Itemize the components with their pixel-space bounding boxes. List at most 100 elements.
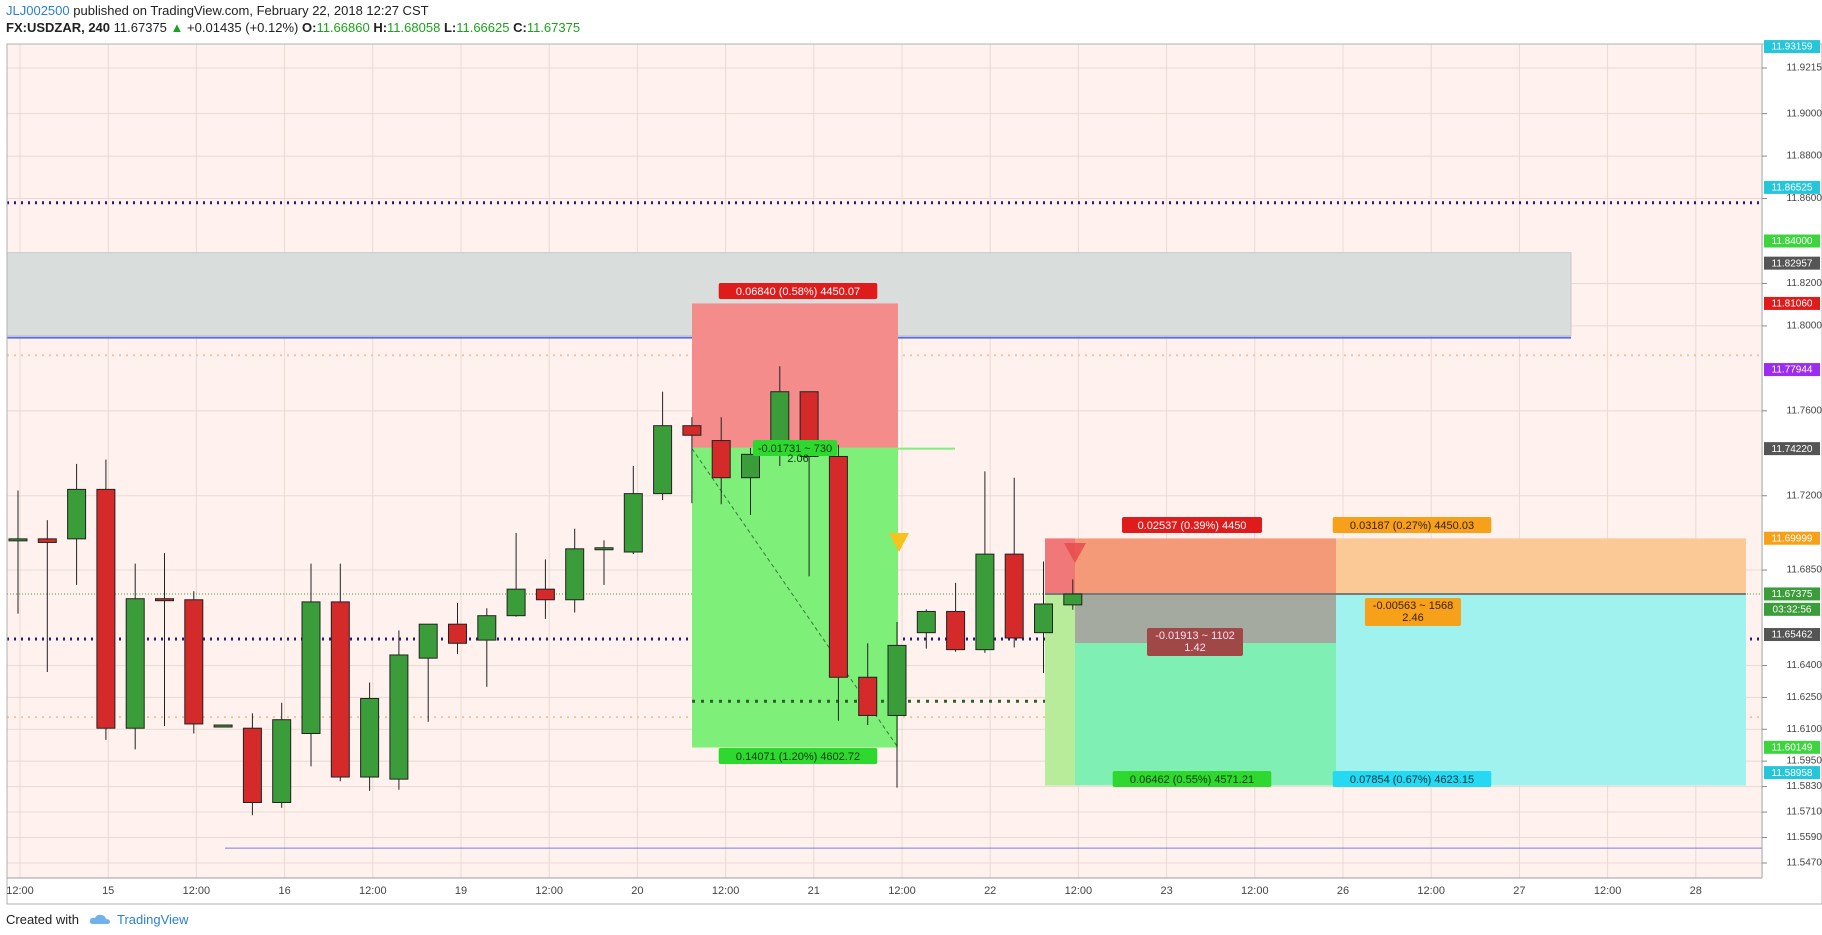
candle-body-13 xyxy=(389,654,409,780)
time-tick-label-6: 12:00 xyxy=(535,885,563,897)
candle-17 xyxy=(506,532,526,617)
candle-23 xyxy=(682,417,702,504)
published-text: published on TradingView.com, February 2… xyxy=(73,3,429,18)
candle-18 xyxy=(535,559,555,619)
price-marker-5: 11.77944 xyxy=(1764,363,1820,377)
open-value: 11.66860 xyxy=(316,20,370,35)
price-tick-label-5: 11.80000 xyxy=(1787,321,1822,332)
high-value: 11.68058 xyxy=(387,20,441,35)
short1-target-label-bg xyxy=(1112,771,1272,787)
candle-body-20 xyxy=(594,547,614,551)
ticker-symbol[interactable]: FX:USDZAR, 240 xyxy=(6,20,111,35)
time-tick-label-8: 12:00 xyxy=(712,885,740,897)
price-marker-11: 11.60149 xyxy=(1764,740,1820,754)
price-marker-bg-10 xyxy=(1764,628,1820,642)
candle-body-21 xyxy=(623,493,643,553)
candle-body-24 xyxy=(711,440,731,479)
price-marker-bg-5 xyxy=(1764,363,1820,377)
low-value: 11.66625 xyxy=(456,20,510,35)
candle-body-15 xyxy=(448,623,467,644)
short2-target-label: 0.07854 (0.67%) 4623.15 xyxy=(1332,771,1492,787)
price-marker-10: 11.65462 xyxy=(1764,628,1820,642)
candle-15 xyxy=(448,602,467,654)
up-arrow-icon: ▲ xyxy=(170,20,184,35)
candle-body-12 xyxy=(360,697,380,778)
short-position-1-risk-zone[interactable] xyxy=(1045,538,1336,595)
short-position-2-risk-zone[interactable] xyxy=(1336,538,1746,595)
low-label: L: xyxy=(443,20,457,35)
price-axis[interactable]: 11.92150 11.90000 11.88000 11.86000 11.82000… xyxy=(1762,63,1822,869)
time-tick-label-18: 12:00 xyxy=(1594,885,1622,897)
price-marker-3: 11.82957 xyxy=(1764,256,1820,270)
candle-body-6 xyxy=(184,599,204,725)
short2-stop-label-bg xyxy=(1332,517,1492,533)
price-marker-bg-12 xyxy=(1764,766,1820,780)
red-triangle-icon xyxy=(1064,543,1086,563)
price-marker-label-5: 11.77944 xyxy=(1772,365,1813,376)
long-mid-label: -0.01731 ~ 730 xyxy=(753,440,837,456)
time-tick-label-4: 12:00 xyxy=(359,885,387,897)
short2-mid-ratio: 2.46 xyxy=(1402,612,1423,624)
price-marker-7: 11.69999 xyxy=(1764,531,1820,545)
candle-16 xyxy=(477,608,497,687)
candle-body-34 xyxy=(1004,553,1024,639)
price-tick-label-1: 11.90000 xyxy=(1787,108,1822,119)
position-tools[interactable] xyxy=(691,303,1746,786)
price-marker-label-0: 11.93159 xyxy=(1772,42,1813,53)
time-axis[interactable]: 12:00 15 12:00 16 12:00 19 12:00 20 12:00 21 12:00… xyxy=(6,885,1702,897)
long-position-risk-zone[interactable] xyxy=(692,303,898,449)
candle-body-32 xyxy=(946,610,966,651)
candle-body-16 xyxy=(477,615,497,641)
short2-target-label-bg xyxy=(1332,771,1492,787)
price-marker-label-12: 11.58958 xyxy=(1772,768,1813,779)
candle-body-29 xyxy=(858,676,878,716)
price-marker-label-2: 11.84000 xyxy=(1772,236,1813,247)
price-tick-label-4: 11.82000 xyxy=(1787,278,1822,289)
price-marker-label-11: 11.60149 xyxy=(1772,742,1813,753)
tradingview-link[interactable]: TradingView xyxy=(116,911,189,927)
candle-34 xyxy=(1004,477,1024,648)
price-tick-label-10: 11.62500 xyxy=(1787,692,1822,703)
author-link[interactable]: JLJ002500 xyxy=(6,3,70,18)
price-tick-label-12: 11.59500 xyxy=(1787,756,1822,767)
candle-body-25 xyxy=(741,453,760,479)
price-marker-1: 11.86525 xyxy=(1764,180,1820,194)
short1-target-label: 0.06462 (0.55%) 4571.21 xyxy=(1112,771,1272,787)
price-tick-label-13: 11.58300 xyxy=(1787,781,1822,792)
long-target-label-bg xyxy=(718,748,878,764)
candle-body-18 xyxy=(535,588,555,601)
candle-body-33 xyxy=(975,553,995,651)
candle-body-14 xyxy=(418,623,438,659)
price-marker-bg-8 xyxy=(1764,587,1820,601)
short1-stop-label-bg xyxy=(1122,517,1262,533)
price-marker-8: 11.67375 xyxy=(1764,587,1820,601)
short1-mid-label: -0.01913 ~ 1102 xyxy=(1155,630,1235,642)
time-tick-label-9: 21 xyxy=(808,885,820,897)
candle-body-1 xyxy=(37,538,57,543)
price-marker-bg-7 xyxy=(1764,531,1820,545)
price-tick-label-7: 11.72000 xyxy=(1787,490,1822,501)
created-with-text: Created with xyxy=(6,911,79,927)
short2-mid-bg xyxy=(1365,598,1461,626)
price-marker-bg-0 xyxy=(1764,40,1820,54)
candle-29 xyxy=(858,643,878,726)
short2-stop-label-text: 0.03187 (0.27%) 4450.03 xyxy=(1350,520,1474,532)
candle-35 xyxy=(1034,561,1053,674)
time-tick-label-2: 12:00 xyxy=(183,885,211,897)
candle-body-5 xyxy=(155,598,174,602)
time-tick-label-5: 19 xyxy=(455,885,467,897)
candle-28 xyxy=(828,444,848,721)
price-markers: 11.93159 11.86525 11.84000 11.82957 11.81060… xyxy=(1764,40,1820,780)
candle-body-31 xyxy=(916,610,936,634)
footer: Created with TradingView xyxy=(6,909,189,929)
price-tick-label-0: 11.92150 xyxy=(1787,63,1822,74)
candle-body-36 xyxy=(1063,593,1083,606)
candle-32 xyxy=(946,582,966,652)
time-tick-label-13: 23 xyxy=(1160,885,1172,897)
price-tick-label-11: 11.61000 xyxy=(1787,724,1822,735)
long-stop-label: 0.06840 (0.58%) 4450.07 xyxy=(718,283,878,299)
long-mid-label-bg xyxy=(753,440,837,456)
long-mid-label-text: -0.01731 ~ 730 xyxy=(758,443,832,455)
